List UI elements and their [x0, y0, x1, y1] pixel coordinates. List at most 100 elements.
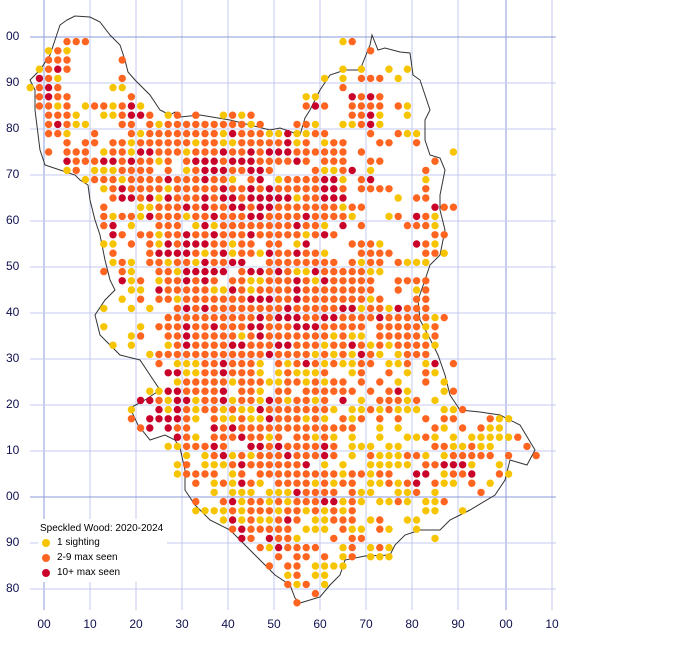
- dot-2-9-max-seen: [63, 37, 71, 46]
- dot-1-sighting: [265, 433, 274, 441]
- dot-2-9-max-seen: [532, 451, 540, 460]
- dot-1-sighting: [376, 111, 384, 119]
- dot-2-9-max-seen: [228, 369, 237, 377]
- dot-2-9-max-seen: [155, 129, 163, 138]
- dot-2-9-max-seen: [302, 148, 310, 156]
- dot-1-sighting: [376, 240, 384, 248]
- dot-10-plus-max-seen: [330, 185, 338, 193]
- dot-1-sighting: [54, 102, 62, 110]
- dot-2-9-max-seen: [182, 350, 191, 359]
- dot-1-sighting: [293, 240, 301, 248]
- dot-2-9-max-seen: [127, 166, 136, 175]
- dot-2-9-max-seen: [247, 507, 255, 515]
- dot-2-9-max-seen: [320, 157, 329, 165]
- dot-1-sighting: [440, 249, 448, 257]
- dot-2-9-max-seen: [192, 350, 200, 359]
- dot-2-9-max-seen: [440, 497, 448, 506]
- dot-1-sighting: [136, 203, 145, 211]
- dot-2-9-max-seen: [265, 507, 274, 515]
- dot-2-9-max-seen: [330, 424, 338, 432]
- dot-2-9-max-seen: [357, 221, 366, 230]
- dot-2-9-max-seen: [302, 332, 310, 340]
- dot-1-sighting: [486, 433, 494, 441]
- dot-2-9-max-seen: [256, 507, 264, 515]
- dot-10-plus-max-seen: [247, 231, 255, 239]
- dot-10-plus-max-seen: [182, 240, 191, 248]
- dot-1-sighting: [265, 516, 274, 524]
- dot-10-plus-max-seen: [54, 65, 62, 73]
- dot-2-9-max-seen: [311, 286, 320, 294]
- dot-1-sighting: [394, 405, 402, 414]
- dot-2-9-max-seen: [320, 258, 329, 267]
- dot-1-sighting: [201, 451, 209, 460]
- dot-2-9-max-seen: [155, 258, 163, 267]
- dot-10-plus-max-seen: [265, 185, 274, 193]
- dot-2-9-max-seen: [458, 451, 467, 460]
- dot-1-sighting: [422, 258, 430, 267]
- dot-2-9-max-seen: [118, 258, 126, 267]
- dot-2-9-max-seen: [109, 148, 117, 156]
- dot-2-9-max-seen: [274, 323, 283, 331]
- dot-10-plus-max-seen: [412, 240, 421, 248]
- dot-10-plus-max-seen: [247, 157, 255, 165]
- dot-2-9-max-seen: [320, 148, 329, 156]
- dot-10-plus-max-seen: [366, 111, 375, 119]
- dot-2-9-max-seen: [256, 378, 264, 386]
- dot-1-sighting: [403, 65, 412, 73]
- dot-2-9-max-seen: [339, 516, 347, 524]
- dot-1-sighting: [320, 139, 329, 147]
- dot-2-9-max-seen: [210, 313, 218, 322]
- dot-2-9-max-seen: [265, 286, 274, 294]
- dot-2-9-max-seen: [146, 175, 154, 184]
- dot-2-9-max-seen: [219, 304, 228, 313]
- dot-1-sighting: [274, 369, 283, 377]
- dot-2-9-max-seen: [173, 129, 182, 138]
- dot-2-9-max-seen: [394, 415, 402, 423]
- dot-2-9-max-seen: [173, 277, 182, 285]
- dot-1-sighting: [146, 387, 154, 395]
- dot-2-9-max-seen: [173, 286, 182, 294]
- dot-1-sighting: [302, 129, 310, 138]
- dot-1-sighting: [247, 405, 255, 414]
- dot-1-sighting: [320, 378, 329, 386]
- dot-2-9-max-seen: [394, 497, 402, 506]
- dot-1-sighting: [486, 479, 494, 487]
- dot-10-plus-max-seen: [238, 203, 246, 211]
- dot-2-9-max-seen: [173, 332, 182, 340]
- dot-2-9-max-seen: [284, 277, 292, 285]
- dot-2-9-max-seen: [238, 304, 246, 313]
- dot-1-sighting: [320, 507, 329, 515]
- dot-2-9-max-seen: [431, 323, 439, 331]
- dot-1-sighting: [81, 120, 90, 129]
- dot-10-plus-max-seen: [146, 148, 154, 156]
- dot-10-plus-max-seen: [219, 148, 228, 156]
- dot-2-9-max-seen: [293, 203, 301, 211]
- dot-1-sighting: [394, 479, 402, 487]
- dot-10-plus-max-seen: [136, 396, 145, 405]
- dot-2-9-max-seen: [403, 341, 412, 349]
- dot-10-plus-max-seen: [394, 304, 402, 313]
- dot-2-9-max-seen: [265, 451, 274, 460]
- dot-10-plus-max-seen: [265, 415, 274, 423]
- dot-1-sighting: [274, 175, 283, 184]
- dot-2-9-max-seen: [247, 479, 255, 487]
- dot-1-sighting: [339, 507, 347, 515]
- dot-2-9-max-seen: [366, 286, 375, 294]
- dot-2-9-max-seen: [449, 451, 458, 460]
- dot-10-plus-max-seen: [173, 396, 182, 405]
- dot-1-sighting: [256, 516, 264, 524]
- dot-1-sighting: [320, 341, 329, 349]
- dot-2-9-max-seen: [201, 359, 209, 368]
- dot-10-plus-max-seen: [155, 405, 163, 414]
- dot-1-sighting: [394, 488, 402, 497]
- dot-2-9-max-seen: [100, 267, 108, 276]
- dot-2-9-max-seen: [302, 433, 310, 441]
- dot-2-9-max-seen: [238, 221, 246, 230]
- dot-1-sighting: [412, 525, 421, 533]
- dot-2-9-max-seen: [210, 378, 218, 386]
- dot-2-9-max-seen: [422, 212, 430, 221]
- dot-2-9-max-seen: [164, 350, 172, 359]
- dot-2-9-max-seen: [422, 194, 430, 202]
- dot-2-9-max-seen: [109, 175, 117, 184]
- dot-10-plus-max-seen: [182, 396, 191, 405]
